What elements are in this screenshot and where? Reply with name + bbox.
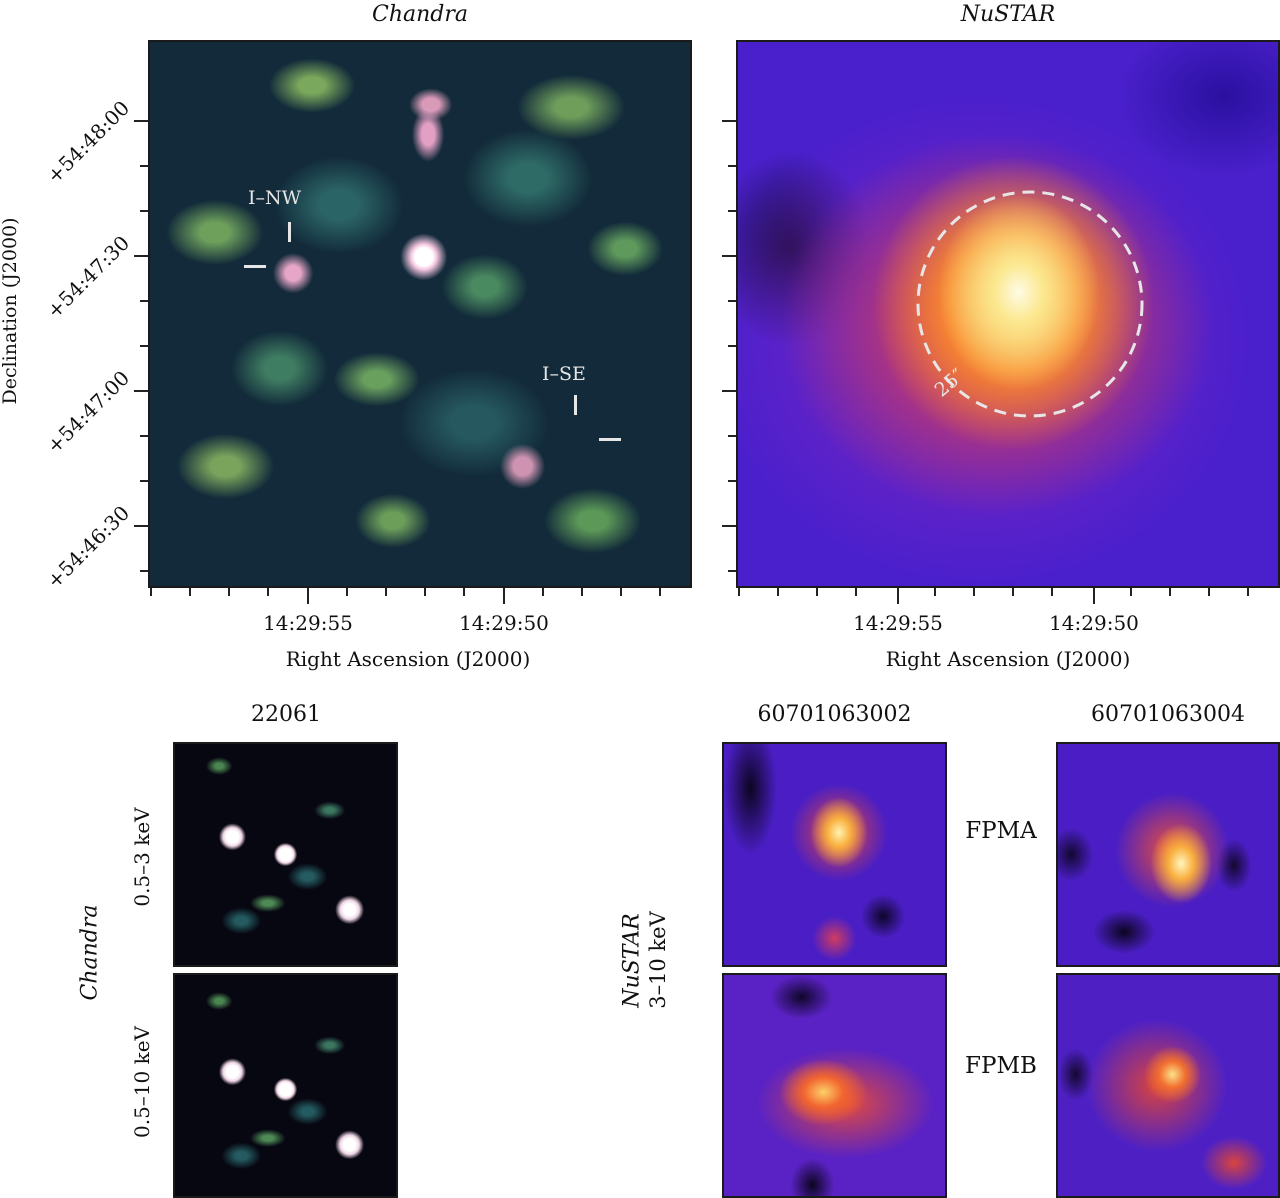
ytick-minor [140,570,148,572]
x-axis-label: Right Ascension (J2000) [885,647,1131,671]
aperture-circle [916,190,1144,418]
ytick-label: +54:46:30 [41,500,135,594]
ytick-major [134,120,148,122]
ytick-minor [140,435,148,437]
nustar-main-image: 25″ [736,40,1280,588]
row-label-fpmb: FPMB [965,1053,1037,1079]
nustar-fpma-obs1 [722,742,947,967]
nustar-fpmb-obs2 [1056,973,1280,1198]
chandra-main-image: I–NW I–SE [148,40,692,588]
chandra-obsid-title: 22061 [251,702,321,727]
i-se-horizontal-marker [599,438,621,441]
nustar-obsid-title-2: 60701063004 [1091,702,1245,727]
i-se-vertical-marker [574,395,577,415]
ytick-major [134,390,148,392]
chandra-cutout-0-5-10kev [173,973,398,1198]
ytick-major [134,255,148,257]
ytick-label: +54:48:00 [41,95,135,189]
nustar-fpmb-obs1 [722,973,947,1198]
chandra-cutout-0-5-3kev [173,742,398,967]
i-nw-horizontal-marker [244,265,266,268]
xtick-label: 14:29:55 [853,611,943,635]
xtick-label: 14:29:50 [459,611,549,635]
row-label-fpma: FPMA [965,818,1037,844]
y-axis-label: Declination (J2000) [0,217,21,405]
nustar-group-label: NuSTAR [619,913,645,1008]
row-label-0-5-3kev: 0.5–3 keV [130,807,154,907]
xtick-label: 14:29:55 [263,611,353,635]
label-i-nw: I–NW [248,187,302,209]
chandra-group-label: Chandra [77,904,103,1001]
ytick-minor [140,480,148,482]
ytick-label: +54:47:00 [41,365,135,459]
nustar-energy-label: 3–10 keV [646,911,670,1009]
row-label-0-5-10kev: 0.5–10 keV [130,1026,154,1139]
ytick-label: +54:47:30 [41,230,135,324]
xtick-label: 14:29:50 [1049,611,1139,635]
chandra-panel-title: Chandra [371,2,468,27]
ytick-major [134,525,148,527]
nustar-fpma-obs2 [1056,742,1280,967]
ytick-minor [140,345,148,347]
i-nw-vertical-marker [288,222,291,242]
nustar-panel-title: NuSTAR [960,2,1056,27]
nustar-obsid-title-1: 60701063002 [757,702,912,727]
label-i-se: I–SE [542,363,586,385]
ytick-minor [140,165,148,167]
x-axis-label: Right Ascension (J2000) [285,647,531,671]
ytick-minor [140,300,148,302]
ytick-minor [140,210,148,212]
